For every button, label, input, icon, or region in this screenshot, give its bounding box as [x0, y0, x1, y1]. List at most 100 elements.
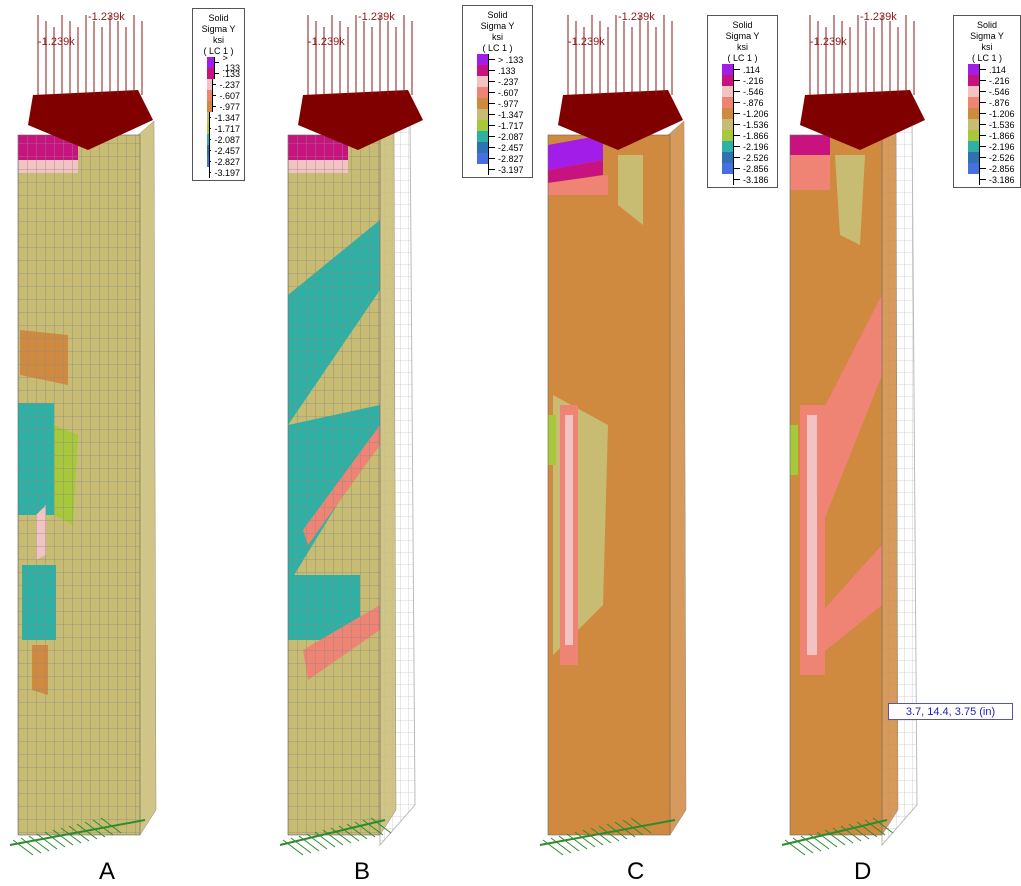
legend-entry: -2.856: [968, 163, 1016, 174]
legend: SolidSigma Yksi( LC 1 ).114-.216-.546-.8…: [953, 15, 1021, 188]
legend-tick: [734, 146, 740, 147]
legend-tick: [734, 168, 740, 169]
legend-label: -2.526: [989, 153, 1015, 163]
legend-entry: -2.457: [477, 142, 528, 153]
legend-entry: -2.087: [207, 134, 240, 145]
legend-tick: [489, 114, 495, 115]
legend-label: -2.856: [989, 164, 1015, 174]
legend-entry: -.977: [207, 101, 240, 112]
legend: SolidSigma Yksi( LC 1 ).114-.216-.546-.8…: [707, 15, 778, 188]
column-side: [668, 121, 686, 835]
legend-title: ksi: [958, 42, 1016, 53]
legend-label: -1.866: [743, 131, 769, 141]
legend-tick: [489, 70, 495, 71]
legend-swatch: [722, 141, 734, 152]
legend-entry: -1.536: [722, 119, 773, 130]
legend-title: Solid: [467, 10, 528, 21]
legend-label: -3.197: [214, 168, 240, 178]
legend-entry: -3.186: [722, 174, 773, 185]
stress-region: [790, 425, 798, 475]
legend-entry: .114: [968, 64, 1016, 75]
legend-tick: [980, 179, 986, 180]
legend-entry: -1.717: [477, 120, 528, 131]
legend-label: -.216: [743, 76, 764, 86]
legend-entry: -2.526: [968, 152, 1016, 163]
legend-entry: .114: [722, 64, 773, 75]
legend-entry: -1.866: [968, 130, 1016, 141]
mesh: [288, 135, 380, 835]
legend-entry: -1.206: [722, 108, 773, 119]
legend-label: -3.186: [743, 175, 769, 185]
legend-swatch: [968, 163, 980, 174]
legend-tick: [215, 73, 219, 74]
legend-tick: [734, 69, 740, 70]
legend-tick: [980, 135, 986, 136]
legend-tick: [210, 172, 211, 173]
load-label: -1.239k: [88, 11, 125, 23]
legend-swatch: [968, 86, 980, 97]
legend-label: -2.856: [743, 164, 769, 174]
legend-label: -2.087: [498, 132, 524, 142]
legend-title: Sigma Y: [197, 24, 240, 35]
legend-label: > .133: [498, 55, 523, 65]
legend-entry: -2.457: [207, 145, 240, 156]
legend-entry: -2.196: [968, 141, 1016, 152]
legend-tick: [210, 117, 211, 118]
legend-swatch: [722, 86, 734, 97]
legend-entry: -2.526: [722, 152, 773, 163]
legend-label: .133: [498, 66, 516, 76]
legend-label: .114: [989, 65, 1006, 75]
stress-region: [548, 415, 556, 465]
legend-entry: .133: [477, 65, 528, 76]
legend-tick: [210, 161, 211, 162]
legend-tick: [215, 62, 219, 63]
legend-entry: -1.347: [207, 112, 240, 123]
legend-entry: -1.347: [477, 109, 528, 120]
legend-label: -2.196: [743, 142, 769, 152]
legend-label: -.546: [989, 87, 1010, 97]
legend-label: -1.717: [214, 124, 240, 134]
legend-tick: [734, 157, 740, 158]
mesh: [18, 135, 140, 835]
legend-entry: -3.186: [968, 174, 1016, 185]
legend-tick: [980, 80, 986, 81]
legend-tick: [734, 179, 740, 180]
legend-entry: .133: [207, 68, 240, 79]
legend-entry: -.546: [722, 86, 773, 97]
legend-tick: [213, 106, 216, 107]
load-label: -1.239k: [38, 36, 75, 48]
legend-title: ( LC 1 ): [467, 43, 528, 54]
legend-label: -1.206: [743, 109, 769, 119]
legend-swatch: [722, 64, 734, 75]
legend-entry: -.546: [968, 86, 1016, 97]
legend-tick: [210, 139, 211, 140]
legend-title: Solid: [197, 13, 240, 24]
legend-swatch: [722, 152, 734, 163]
legend-label: -1.536: [743, 120, 769, 130]
legend-tick: [210, 128, 211, 129]
legend-title: ( LC 1 ): [712, 53, 773, 64]
panel-label: B: [354, 858, 370, 886]
legend-tick: [213, 95, 216, 96]
legend-label: -2.827: [214, 157, 240, 167]
legend-entry: -.216: [968, 75, 1016, 86]
legend-tick: [734, 113, 740, 114]
legend-label: -3.186: [989, 175, 1015, 185]
legend-label: -2.457: [498, 143, 524, 153]
legend-entry: -2.087: [477, 131, 528, 142]
legend-title: ksi: [197, 35, 240, 46]
load-label: -1.239k: [358, 11, 395, 23]
legend-tick: [213, 84, 216, 85]
legend-tick: [980, 113, 986, 114]
legend-swatch: [207, 57, 215, 68]
load-label: -1.239k: [810, 36, 847, 48]
legend-tick: [734, 91, 740, 92]
legend-tick: [734, 80, 740, 81]
legend-tick: [980, 168, 986, 169]
legend-title: Sigma Y: [712, 31, 773, 42]
legend-tick: [980, 146, 986, 147]
legend-entry: -3.197: [477, 164, 528, 175]
legend-title: ksi: [712, 42, 773, 53]
legend: SolidSigma Yksi( LC 1 )> .133.133-.237-.…: [192, 8, 245, 181]
